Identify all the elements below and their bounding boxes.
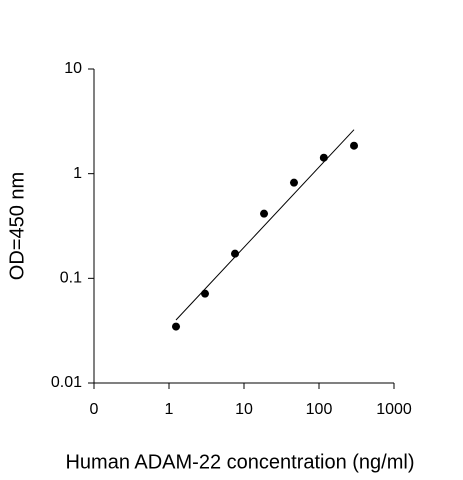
y-axis-title: OD=450 nm <box>6 172 28 280</box>
x-tick-label: 10 <box>235 401 253 418</box>
x-tick-label: 1 <box>165 401 174 418</box>
data-point <box>289 178 298 187</box>
y-tick-label: 1 <box>73 165 82 182</box>
data-point <box>260 209 269 218</box>
data-point <box>201 289 210 298</box>
y-tick-label: 0.01 <box>51 374 82 391</box>
y-tick-label: 0.1 <box>60 270 82 287</box>
x-tick-label: 100 <box>306 401 333 418</box>
data-point <box>350 141 359 150</box>
data-point <box>172 322 181 331</box>
y-tick-label: 10 <box>64 60 82 77</box>
data-point <box>231 249 240 258</box>
x-axis-title: Human ADAM-22 concentration (ng/ml) <box>65 451 414 473</box>
data-point <box>319 153 328 162</box>
x-tick-label: 0 <box>90 401 99 418</box>
x-tick-label: 1000 <box>376 401 412 418</box>
